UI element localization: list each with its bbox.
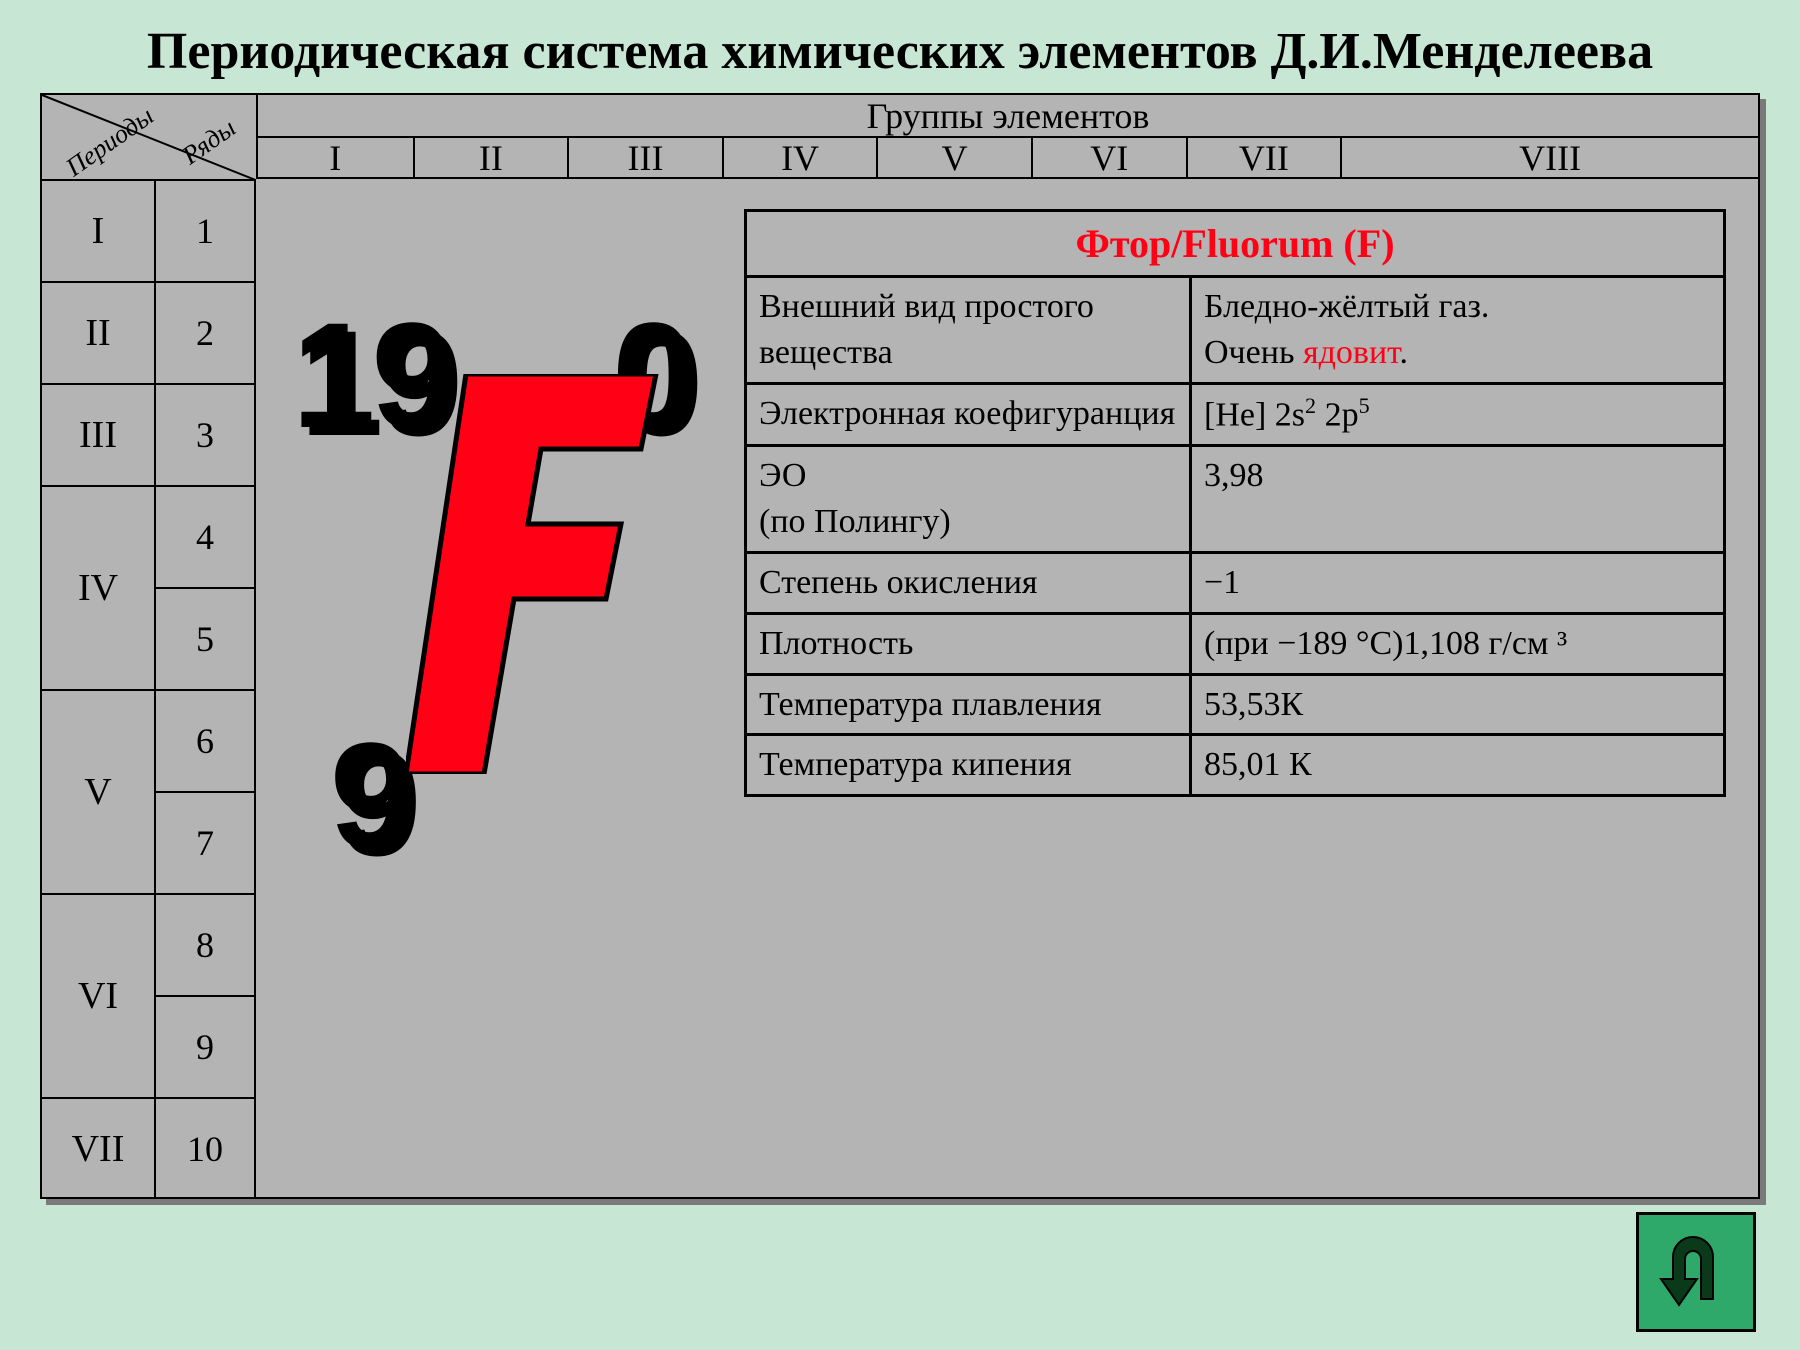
group-header-V: V bbox=[876, 138, 1031, 181]
info-value: 85,01 К bbox=[1192, 736, 1723, 794]
info-row: ЭО(по Полингу)3,98 bbox=[747, 447, 1723, 554]
period-cell-VII: VII bbox=[42, 1097, 154, 1199]
row-cell-1: 1 bbox=[156, 179, 254, 281]
group-header-I: I bbox=[258, 138, 413, 181]
row-cell-7: 7 bbox=[156, 791, 254, 893]
row-cell-8: 8 bbox=[156, 893, 254, 995]
group-numbers-row: IIIIIIIVVVIVIIVIII bbox=[258, 138, 1758, 181]
info-label: Температура кипения bbox=[747, 736, 1192, 794]
info-label: Внешний вид простого вещества bbox=[747, 278, 1192, 382]
period-cell-IV: IV bbox=[42, 485, 154, 689]
row-cell-6: 6 bbox=[156, 689, 254, 791]
period-cell-III: III bbox=[42, 383, 154, 485]
panel-shadow-bottom bbox=[46, 1199, 1766, 1205]
info-value: 3,98 bbox=[1192, 447, 1723, 551]
info-label: Плотность bbox=[747, 615, 1192, 673]
info-label: Температура плавления bbox=[747, 676, 1192, 734]
info-value: [He] 2s2 2p5 bbox=[1192, 385, 1723, 444]
group-header-II: II bbox=[413, 138, 568, 181]
atomic-number: 9 bbox=[330, 709, 409, 882]
back-button[interactable] bbox=[1636, 1212, 1756, 1332]
header-row: Периоды Ряды Группы элементов IIIIIIIVVV… bbox=[40, 93, 1760, 179]
period-cell-VI: VI bbox=[42, 893, 154, 1097]
group-header-VIII: VIII bbox=[1340, 138, 1758, 181]
info-value: Бледно-жёлтый газ.Очень ядовит. bbox=[1192, 278, 1723, 382]
info-row: Температура плавления53,53К bbox=[747, 676, 1723, 737]
element-info-table: Фтор/Fluorum (F) Внешний вид простого ве… bbox=[744, 209, 1726, 797]
element-symbol bbox=[406, 374, 666, 779]
info-label: Степень окисления bbox=[747, 554, 1192, 612]
rows-column: 12345678910 bbox=[156, 179, 256, 1199]
info-value: 53,53К bbox=[1192, 676, 1723, 734]
page-title: Периодическая система химических элемент… bbox=[0, 0, 1800, 93]
periods-column: IIIIIIIVVVIVII bbox=[40, 179, 156, 1199]
period-cell-I: I bbox=[42, 179, 154, 281]
main-content-area: 19 19 0 0 9 9 Фтор/Fluorum (F) Внешний в… bbox=[256, 179, 1760, 1199]
info-row: Плотность(при −189 °C)1,108 г/см ³ bbox=[747, 615, 1723, 676]
group-header-VI: VI bbox=[1031, 138, 1186, 181]
periodic-table-panel: Периоды Ряды Группы элементов IIIIIIIVVV… bbox=[40, 93, 1760, 1263]
group-header-IV: IV bbox=[722, 138, 877, 181]
group-header-VII: VII bbox=[1186, 138, 1341, 181]
info-row: Электронная коефигуранция[He] 2s2 2p5 bbox=[747, 385, 1723, 447]
info-table-title: Фтор/Fluorum (F) bbox=[747, 212, 1723, 278]
row-cell-2: 2 bbox=[156, 281, 254, 383]
panel-shadow-right bbox=[1760, 99, 1766, 1205]
info-label: ЭО(по Полингу) bbox=[747, 447, 1192, 551]
row-cell-4: 4 bbox=[156, 485, 254, 587]
row-cell-9: 9 bbox=[156, 995, 254, 1097]
row-cell-3: 3 bbox=[156, 383, 254, 485]
group-header-III: III bbox=[567, 138, 722, 181]
row-cell-10: 10 bbox=[156, 1097, 254, 1199]
info-value: (при −189 °C)1,108 г/см ³ bbox=[1192, 615, 1723, 673]
corner-cell: Периоды Ряды bbox=[42, 95, 258, 181]
groups-title: Группы элементов bbox=[258, 95, 1758, 138]
info-row: Внешний вид простого веществаБледно-жёлт… bbox=[747, 278, 1723, 385]
info-label: Электронная коефигуранция bbox=[747, 385, 1192, 444]
info-row: Степень окисления−1 bbox=[747, 554, 1723, 615]
period-cell-II: II bbox=[42, 281, 154, 383]
period-cell-V: V bbox=[42, 689, 154, 893]
row-cell-5: 5 bbox=[156, 587, 254, 689]
info-row: Температура кипения85,01 К bbox=[747, 736, 1723, 794]
u-turn-arrow-icon bbox=[1651, 1227, 1741, 1317]
info-value: −1 bbox=[1192, 554, 1723, 612]
